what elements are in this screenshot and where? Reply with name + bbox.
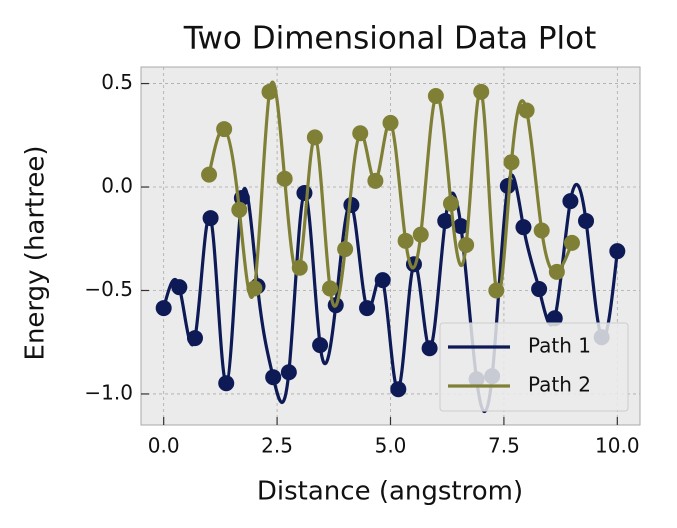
point	[563, 234, 580, 251]
point	[503, 154, 520, 171]
point	[337, 241, 354, 258]
x-tick-label: 7.5	[488, 434, 520, 458]
point	[609, 243, 626, 260]
point	[359, 300, 376, 317]
point	[218, 375, 235, 392]
axes: 0.0 2.5 5.0 7.5 10.0 0.5 0.0 −0.5 −1.0	[84, 70, 639, 457]
legend-label: Path 1	[528, 334, 591, 358]
point	[442, 195, 459, 212]
point	[343, 197, 360, 214]
point	[280, 364, 297, 381]
y-axis-label: Energy (hartree)	[21, 146, 51, 361]
point	[155, 300, 172, 317]
point	[296, 185, 313, 202]
y-tick-label: −1.0	[84, 380, 133, 404]
point	[412, 226, 429, 243]
point	[427, 87, 444, 104]
point	[202, 210, 219, 227]
point	[367, 172, 384, 189]
point	[452, 218, 469, 235]
point	[265, 369, 282, 386]
marks	[155, 80, 626, 414]
point	[531, 281, 548, 298]
point	[546, 310, 563, 327]
point	[458, 236, 475, 253]
point	[533, 222, 550, 239]
point	[562, 193, 579, 210]
point	[390, 381, 407, 398]
y-tick-label: 0.5	[101, 70, 133, 94]
point	[473, 83, 490, 100]
x-tick-label: 0.0	[148, 434, 180, 458]
point	[201, 166, 218, 183]
point	[421, 340, 438, 357]
legend-box	[439, 322, 629, 412]
point	[578, 212, 595, 229]
x-tick-label: 2.5	[261, 434, 293, 458]
point	[548, 263, 565, 280]
point	[171, 279, 188, 296]
chart-title: Two Dimensional Data Plot	[183, 21, 597, 57]
point	[216, 121, 233, 138]
point	[291, 259, 308, 276]
point	[306, 129, 323, 146]
point	[186, 330, 203, 347]
point	[499, 177, 516, 194]
y-tick-label: −0.5	[84, 277, 133, 301]
point	[322, 280, 339, 297]
y-tick-label: 0.0	[101, 174, 133, 198]
x-tick-label: 5.0	[375, 434, 407, 458]
x-axis-label: Distance (angstrom)	[257, 477, 523, 507]
point	[312, 337, 329, 354]
point	[437, 212, 454, 229]
point	[382, 114, 399, 131]
point	[246, 280, 263, 297]
point	[276, 170, 293, 187]
x-tick-label: 10.0	[595, 434, 640, 458]
point	[397, 232, 414, 249]
point	[261, 83, 278, 100]
point	[518, 102, 535, 119]
point	[352, 125, 369, 142]
point	[515, 219, 532, 236]
point	[231, 201, 248, 218]
legend: Path 1 Path 2	[439, 322, 629, 412]
point	[488, 282, 505, 299]
point	[374, 272, 391, 289]
legend-label: Path 2	[528, 373, 591, 397]
